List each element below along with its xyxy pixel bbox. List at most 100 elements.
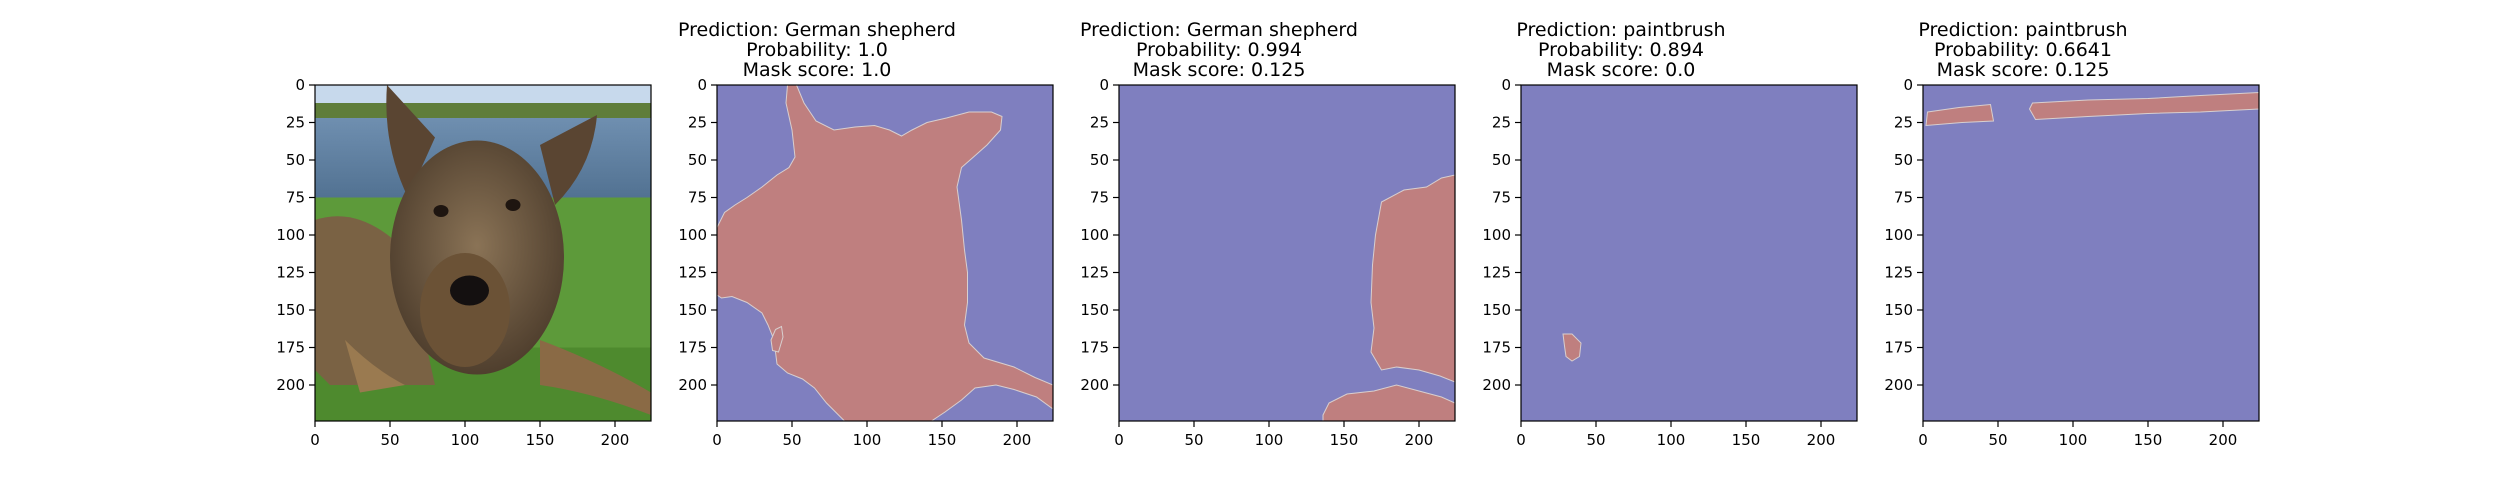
mask-region (1322, 384, 1455, 421)
x-tick-label: 100 (2059, 431, 2088, 449)
x-tick-label: 200 (601, 431, 630, 449)
mask-image (1521, 85, 1857, 421)
panel-title: Prediction: German shepherd Probability: … (1019, 20, 1419, 80)
axes-frame (716, 84, 1054, 422)
x-tick-label: 150 (526, 431, 555, 449)
y-tick-label: 75 (1492, 189, 1511, 207)
y-tick-label: 100 (678, 226, 707, 244)
x-tick-label: 150 (928, 431, 957, 449)
photo-dog-leg (345, 340, 405, 393)
x-tick-label: 50 (782, 431, 801, 449)
y-tick-label: 150 (678, 301, 707, 319)
photo-far-bank (315, 103, 651, 118)
title-line: Probability: 0.994 (1136, 39, 1302, 61)
y-tick-label: 25 (286, 114, 305, 132)
x-tick-label: 150 (1732, 431, 1761, 449)
title-line: Prediction: paintbrush (1918, 19, 2128, 41)
photo-dog-right-ear (540, 115, 597, 205)
x-tick-label: 200 (2209, 431, 2238, 449)
mask-region (1925, 103, 1995, 127)
panel-title: Prediction: paintbrush Probability: 0.664… (1823, 20, 2223, 80)
mask-region (2028, 91, 2259, 121)
x-tick-label: 0 (1114, 431, 1124, 449)
mask-region (717, 85, 1053, 421)
x-tick-label: 100 (1657, 431, 1686, 449)
y-tick-label: 25 (1894, 114, 1913, 132)
x-tick-label: 100 (853, 431, 882, 449)
y-tick-label: 100 (1080, 226, 1109, 244)
y-tick-label: 125 (276, 264, 305, 282)
background-region (1923, 85, 2259, 421)
y-tick-label: 75 (286, 189, 305, 207)
title-line: Probability: 0.894 (1538, 39, 1704, 61)
y-tick-label: 200 (276, 376, 305, 394)
y-tick-label: 25 (688, 114, 707, 132)
y-tick-label: 200 (1482, 376, 1511, 394)
x-tick-label: 50 (1184, 431, 1203, 449)
y-tick-label: 125 (678, 264, 707, 282)
y-tick-label: 0 (295, 76, 305, 94)
axes-frame (1118, 84, 1456, 422)
title-line: Probability: 1.0 (746, 39, 888, 61)
plot-area: 0 50 100 150 200 0 25 50 75 100 125 150 175 200 (1080, 76, 1456, 449)
mask-image (1923, 85, 2259, 421)
x-tick-label: 50 (1586, 431, 1605, 449)
y-tick-label: 125 (1884, 264, 1913, 282)
y-tick-label: 0 (1903, 76, 1913, 94)
plot-area: 0 50 100 150 200 0 25 50 75 100 125 150 175 200 (276, 76, 652, 449)
x-tick-label: 0 (1918, 431, 1928, 449)
plot-area: 0 50 100 150 200 0 25 50 75 100 125 150 175 200 (1482, 76, 1858, 449)
y-tick-label: 25 (1492, 114, 1511, 132)
x-tick-label: 100 (451, 431, 480, 449)
title-line: Prediction: German shepherd (678, 19, 956, 41)
title-line: Probability: 0.6641 (1934, 39, 2112, 61)
panel-mask-1: Prediction: German shepherd Probability: … (617, 0, 1054, 500)
x-tick-label: 50 (380, 431, 399, 449)
y-tick-label: 0 (1501, 76, 1511, 94)
mask-region (1370, 174, 1455, 383)
photo-dog-nose (450, 275, 489, 306)
y-tick-label: 100 (1884, 226, 1913, 244)
y-tick-label: 175 (1080, 339, 1109, 357)
y-tick-label: 200 (1080, 376, 1109, 394)
panel-title: Prediction: paintbrush Probability: 0.894… (1421, 20, 1821, 80)
mask-image (717, 85, 1053, 421)
background-region (1521, 85, 1857, 421)
y-tick-label: 25 (1090, 114, 1109, 132)
title-line: Mask score: 0.125 (1132, 59, 1306, 81)
y-tick-label: 150 (1482, 301, 1511, 319)
y-tick-label: 150 (276, 301, 305, 319)
y-tick-label: 50 (1492, 151, 1511, 169)
photo-sky (315, 85, 651, 103)
y-tick-label: 0 (1099, 76, 1109, 94)
panel-mask-4: Prediction: paintbrush Probability: 0.664… (1823, 0, 2260, 500)
y-tick-label: 175 (276, 339, 305, 357)
y-tick-label: 50 (1090, 151, 1109, 169)
y-tick-label: 0 (697, 76, 707, 94)
mask-region (770, 325, 784, 353)
panel-original-photo: 0 50 100 150 200 0 25 50 75 100 125 150 175 200 (215, 0, 652, 500)
photo-dog-paw (540, 340, 651, 415)
y-tick-label: 175 (1884, 339, 1913, 357)
title-line: Mask score: 1.0 (742, 59, 892, 81)
title-line: Mask score: 0.125 (1936, 59, 2110, 81)
mask-image (1119, 85, 1455, 421)
x-tick-label: 200 (1003, 431, 1032, 449)
axes-frame (1520, 84, 1858, 422)
title-line: Mask score: 0.0 (1546, 59, 1696, 81)
plot-area: 0 50 100 150 200 0 25 50 75 100 125 150 175 200 (1884, 76, 2260, 449)
panel-title: Prediction: German shepherd Probability: … (617, 20, 1017, 80)
title-line: Prediction: German shepherd (1080, 19, 1358, 41)
y-tick-label: 100 (276, 226, 305, 244)
y-tick-label: 75 (688, 189, 707, 207)
axes-frame (1922, 84, 2260, 422)
y-tick-label: 125 (1080, 264, 1109, 282)
y-tick-label: 200 (1884, 376, 1913, 394)
y-tick-label: 75 (1894, 189, 1913, 207)
y-tick-label: 75 (1090, 189, 1109, 207)
y-tick-label: 150 (1884, 301, 1913, 319)
photo-dog-muzzle (420, 253, 510, 367)
y-tick-label: 50 (688, 151, 707, 169)
y-tick-label: 50 (286, 151, 305, 169)
x-tick-label: 200 (1405, 431, 1434, 449)
